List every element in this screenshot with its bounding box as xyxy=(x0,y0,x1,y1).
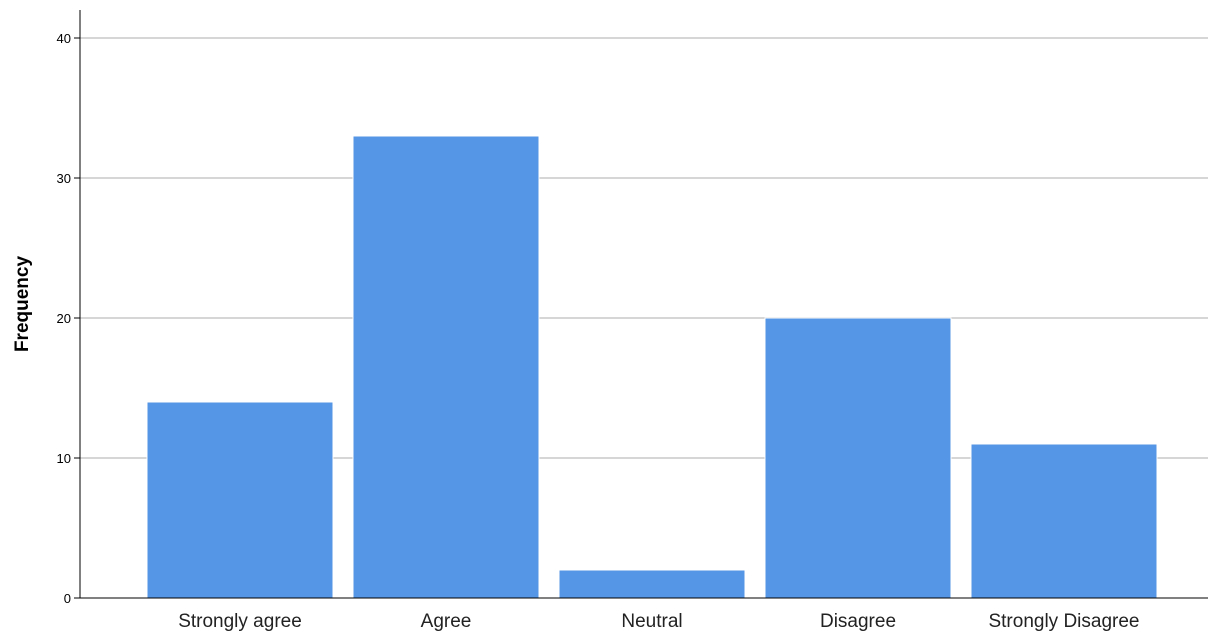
x-category-label: Strongly agree xyxy=(178,611,302,632)
y-ticks: 0 10 20 30 40 xyxy=(57,31,80,606)
axes xyxy=(79,10,1208,599)
bar xyxy=(764,317,952,599)
bar xyxy=(970,443,1158,599)
x-category-label: Agree xyxy=(421,611,472,632)
x-category-label: Strongly Disagree xyxy=(988,611,1139,632)
y-tick-label: 20 xyxy=(57,311,71,326)
y-tick-label: 10 xyxy=(57,451,71,466)
x-category-label: Disagree xyxy=(820,611,896,632)
bar xyxy=(352,135,540,599)
y-tick-label: 40 xyxy=(57,31,71,46)
gridlines xyxy=(80,37,1208,459)
x-category-label: Neutral xyxy=(621,611,682,632)
x-category-labels: Strongly agree Agree Neutral Disagree Strong… xyxy=(178,611,1139,632)
y-tick-label: 0 xyxy=(64,591,71,606)
y-tick-label: 30 xyxy=(57,171,71,186)
bars xyxy=(146,135,1158,599)
bar xyxy=(146,401,334,599)
bar xyxy=(558,569,746,599)
y-axis-title: Frequency xyxy=(12,256,33,353)
